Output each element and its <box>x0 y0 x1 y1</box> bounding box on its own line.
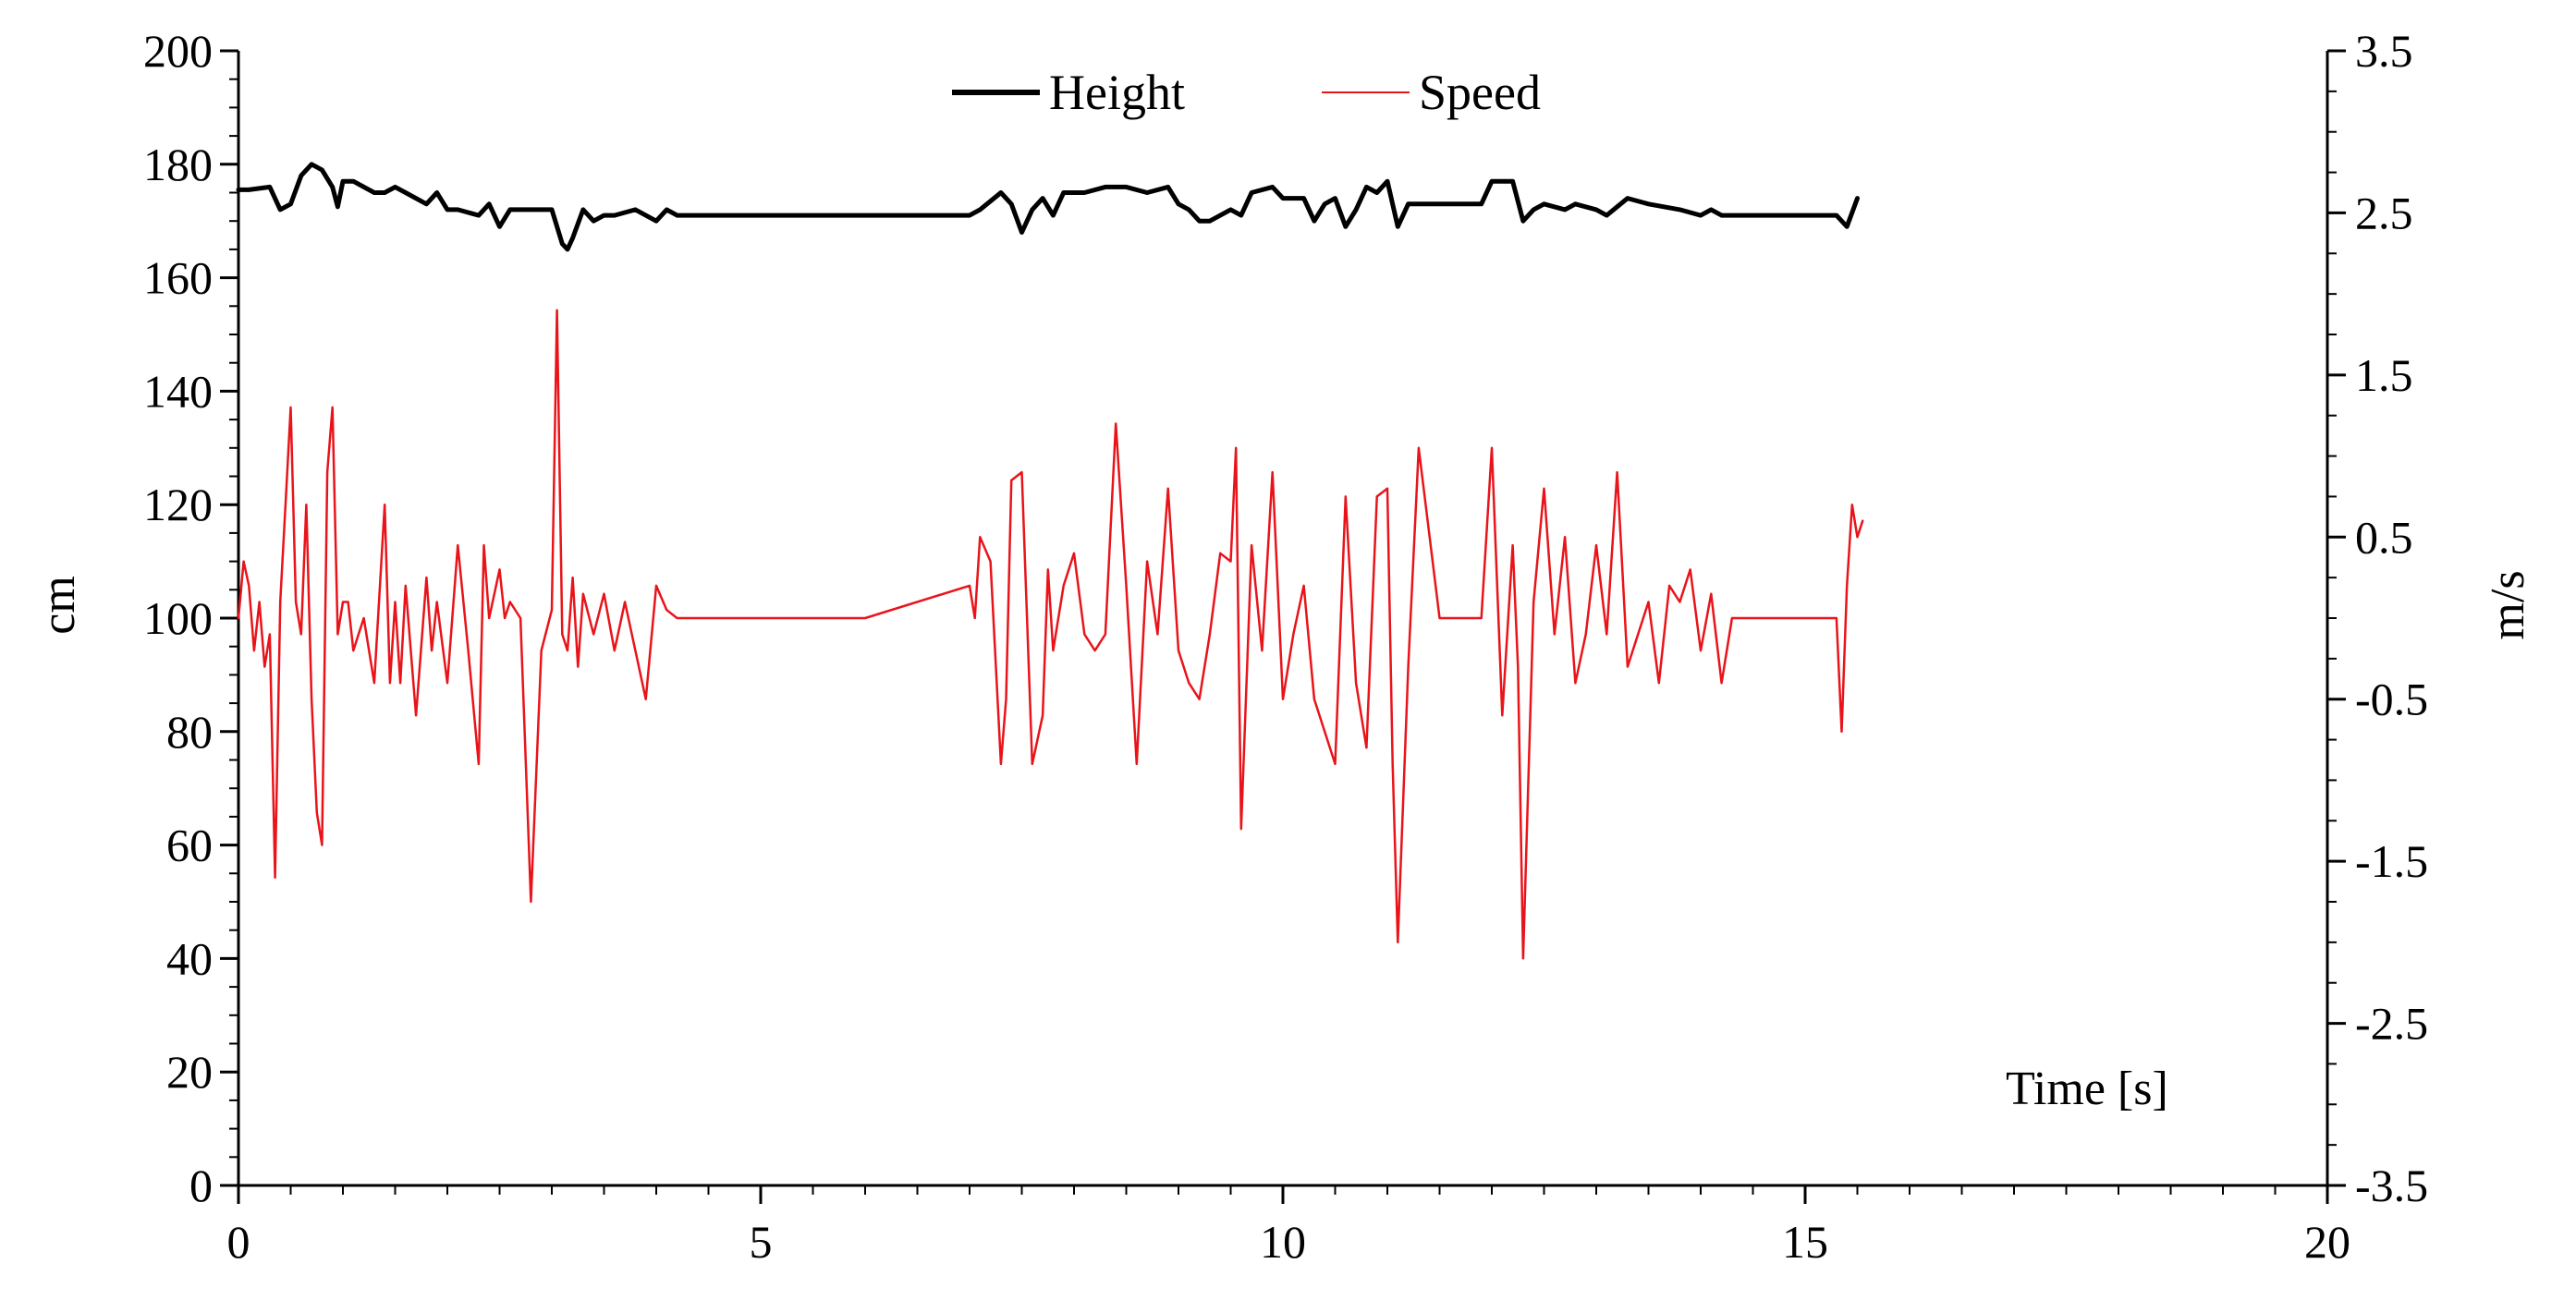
y-left-tick-label: 0 <box>189 1160 213 1211</box>
ticks: 0 5 10 15 20020406080100120140160180200-3.5-… <box>143 25 2428 1268</box>
y-left-tick-label: 120 <box>143 479 213 530</box>
y-left-tick-label: 100 <box>143 592 213 644</box>
x-axis-title: Time [s] <box>2006 1063 2168 1115</box>
series-line-height <box>236 162 1860 252</box>
legend-label-height: Height <box>1049 65 1185 120</box>
y-right-tick-label: -1.5 <box>2355 835 2428 887</box>
y-left-tick-label: 180 <box>143 139 213 190</box>
y-left-tick-label: 60 <box>166 820 213 871</box>
plot-area <box>236 162 1864 960</box>
y-left-tick-label: 20 <box>166 1046 213 1098</box>
y-right-tick-label: -0.5 <box>2355 674 2428 725</box>
y-left-tick-label: 140 <box>143 365 213 417</box>
y-axis-right-title: m/s <box>2482 570 2534 639</box>
y-right-tick-label: -2.5 <box>2355 998 2428 1050</box>
x-tick-label: 5 <box>750 1216 773 1268</box>
y-left-tick-label: 80 <box>166 706 213 758</box>
x-tick-label: 10 <box>1260 1216 1306 1268</box>
y-left-tick-label: 40 <box>166 932 213 984</box>
x-tick-label: 20 <box>2304 1216 2350 1268</box>
y-left-tick-label: 160 <box>143 252 213 304</box>
y-right-tick-label: 1.5 <box>2355 349 2413 401</box>
y-right-tick-label: 2.5 <box>2355 187 2413 238</box>
y-right-tick-label: -3.5 <box>2355 1160 2428 1211</box>
y-right-tick-label: 3.5 <box>2355 25 2413 77</box>
series-line-speed <box>237 309 1864 960</box>
x-tick-label: 0 <box>227 1216 250 1268</box>
y-right-tick-label: 0.5 <box>2355 511 2413 563</box>
y-axis-left-title: cm <box>32 576 85 635</box>
y-left-tick-label: 200 <box>143 25 213 77</box>
legend: Height Speed <box>952 65 1541 120</box>
axes <box>237 51 2329 1187</box>
legend-label-speed: Speed <box>1419 65 1541 120</box>
x-tick-label: 15 <box>1782 1216 1828 1268</box>
